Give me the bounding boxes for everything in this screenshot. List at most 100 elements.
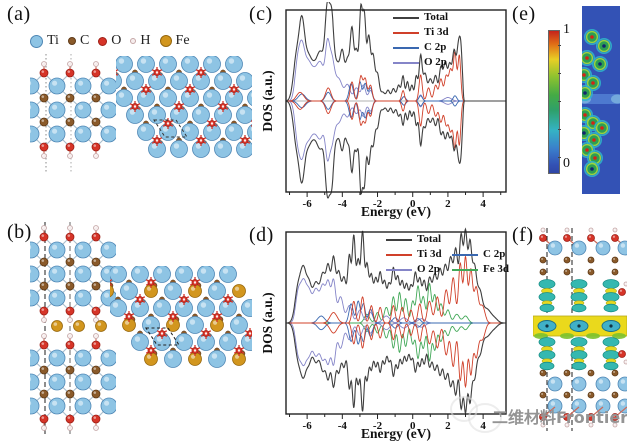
dos-plot-c: -6 -4 -2 0 2 4 Energy (eV) DOS (a.u.) xyxy=(262,2,507,219)
c-atom xyxy=(563,369,571,377)
c-atom xyxy=(65,389,75,399)
ti-atom xyxy=(48,265,66,283)
h-atom xyxy=(41,317,47,323)
ti-atom xyxy=(153,299,171,317)
structure-b-top-view xyxy=(110,266,252,368)
o-star xyxy=(145,345,157,356)
ti-atom xyxy=(74,265,92,283)
c-atom xyxy=(611,369,619,377)
ti-atom xyxy=(230,316,248,334)
panel-f-label: (f) xyxy=(512,224,534,246)
x-axis-label: Energy (eV) xyxy=(361,204,431,219)
ti-atom xyxy=(74,101,92,119)
x-tick-label: -2 xyxy=(373,420,383,432)
h-atom xyxy=(41,425,47,431)
ti-atom xyxy=(181,56,199,73)
y-axis-label: DOS (a.u.) xyxy=(262,292,275,353)
o-atom xyxy=(39,232,49,242)
o-star xyxy=(151,135,163,146)
fe-atom xyxy=(232,284,246,298)
legend-entry-o2p: O 2p xyxy=(393,55,459,70)
o-star xyxy=(173,101,185,112)
o-star xyxy=(195,135,207,146)
o-star xyxy=(217,101,229,112)
atom-legend-label-c: C xyxy=(79,33,90,48)
c-atom-icon xyxy=(67,37,76,45)
h-atom xyxy=(41,153,47,159)
colorbar xyxy=(548,30,560,174)
ti-atom xyxy=(74,397,92,415)
o-star xyxy=(156,328,168,339)
h-atom xyxy=(67,425,73,431)
ti-atom xyxy=(100,373,116,391)
c2p-line-swatch xyxy=(452,253,478,256)
dos-curve-ti3d-down xyxy=(286,322,506,389)
c-atom xyxy=(91,257,101,267)
ti-atom xyxy=(203,56,221,73)
x-tick-label: -4 xyxy=(338,420,348,432)
fe-atom xyxy=(95,320,107,332)
x-tick-label: -2 xyxy=(373,198,383,210)
c-atom xyxy=(587,391,595,399)
c-atom xyxy=(611,391,619,399)
ti-atom xyxy=(595,240,611,256)
o-star xyxy=(233,345,245,356)
ti-atom xyxy=(30,397,40,415)
o-atom xyxy=(65,340,75,350)
ti-atom xyxy=(100,397,116,415)
c-atom xyxy=(563,268,571,276)
h-atom xyxy=(564,227,570,233)
ti-atom xyxy=(120,282,138,300)
h-atom xyxy=(41,225,47,231)
elf-blob xyxy=(584,28,600,45)
atom-legend-label-ti: Ti xyxy=(47,33,59,48)
panel-c-label: (c) xyxy=(249,3,273,25)
atom-legend-item-h: H xyxy=(130,33,151,49)
o-atom-icon xyxy=(98,36,108,46)
c-atom xyxy=(91,93,101,103)
ti-atom xyxy=(116,56,133,73)
c-atom xyxy=(539,268,547,276)
o-star xyxy=(123,311,135,322)
h-atom xyxy=(41,333,47,339)
ti-atom xyxy=(571,376,587,392)
dos-plot: -6 -4 -2 0 2 4 Energy (eV) DOS (a.u.) xyxy=(262,2,507,219)
o-star xyxy=(244,328,252,339)
structure-a-side-view xyxy=(30,54,116,172)
o-star xyxy=(134,294,146,305)
ti-atom xyxy=(48,101,66,119)
fe-atom xyxy=(110,284,114,298)
ti-atom xyxy=(30,349,40,367)
h-atom xyxy=(588,422,594,428)
ti3d-line-swatch xyxy=(393,31,419,34)
isosurface-cluster xyxy=(602,279,620,313)
o-atom xyxy=(91,68,101,78)
o-star xyxy=(129,101,141,112)
c-atom xyxy=(65,117,75,127)
o-star xyxy=(189,345,201,356)
dos-curve-ti3d-down xyxy=(286,100,506,150)
ti-atom xyxy=(197,266,215,283)
ti-atom xyxy=(74,241,92,259)
legend-entry-c2p: C 2p xyxy=(452,247,518,262)
o-star xyxy=(110,279,113,286)
ti-atom xyxy=(100,349,116,367)
fe-atom xyxy=(73,320,85,332)
ti-atom xyxy=(219,333,237,351)
ti-atom xyxy=(137,89,155,107)
structure-f-charge-density xyxy=(533,227,627,431)
c-atom xyxy=(65,257,75,267)
elf-blob xyxy=(586,132,602,149)
ti-atom xyxy=(159,56,177,73)
colorbar-tick xyxy=(558,157,561,158)
c-atom xyxy=(611,256,619,264)
o-star xyxy=(167,311,179,322)
o-atom xyxy=(65,232,75,242)
c-atom xyxy=(39,365,49,375)
h-atom xyxy=(564,422,570,428)
isosurface-cluster xyxy=(602,337,620,371)
elf-mid-band xyxy=(582,94,620,104)
o-star xyxy=(140,84,152,95)
atom-legend: Ti C O H Fe xyxy=(30,33,190,49)
h-atom xyxy=(623,359,627,365)
